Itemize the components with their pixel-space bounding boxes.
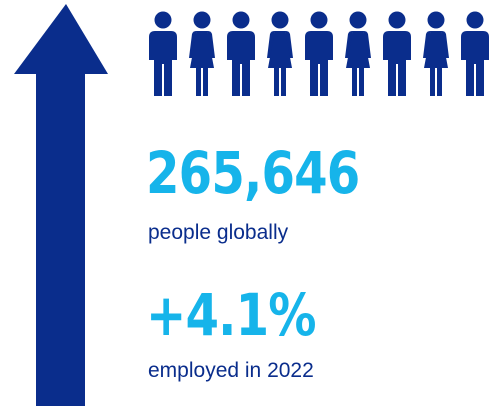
female-person-icon [189,11,215,96]
arrow-up-icon [14,4,108,406]
male-person-icon [149,11,177,96]
female-person-icon [423,11,449,96]
growth-percent-value: +4.1% [146,281,317,349]
growth-percent-label: employed in 2022 [148,359,314,382]
male-person-icon [383,11,411,96]
employee-count-label: people globally [148,221,289,244]
employee-count-value: 265,646 [146,139,360,207]
male-person-icon [305,11,333,96]
female-person-icon [267,11,293,96]
male-person-icon [227,11,255,96]
people-row [140,10,497,98]
male-person-icon [461,11,489,96]
female-person-icon [345,11,371,96]
